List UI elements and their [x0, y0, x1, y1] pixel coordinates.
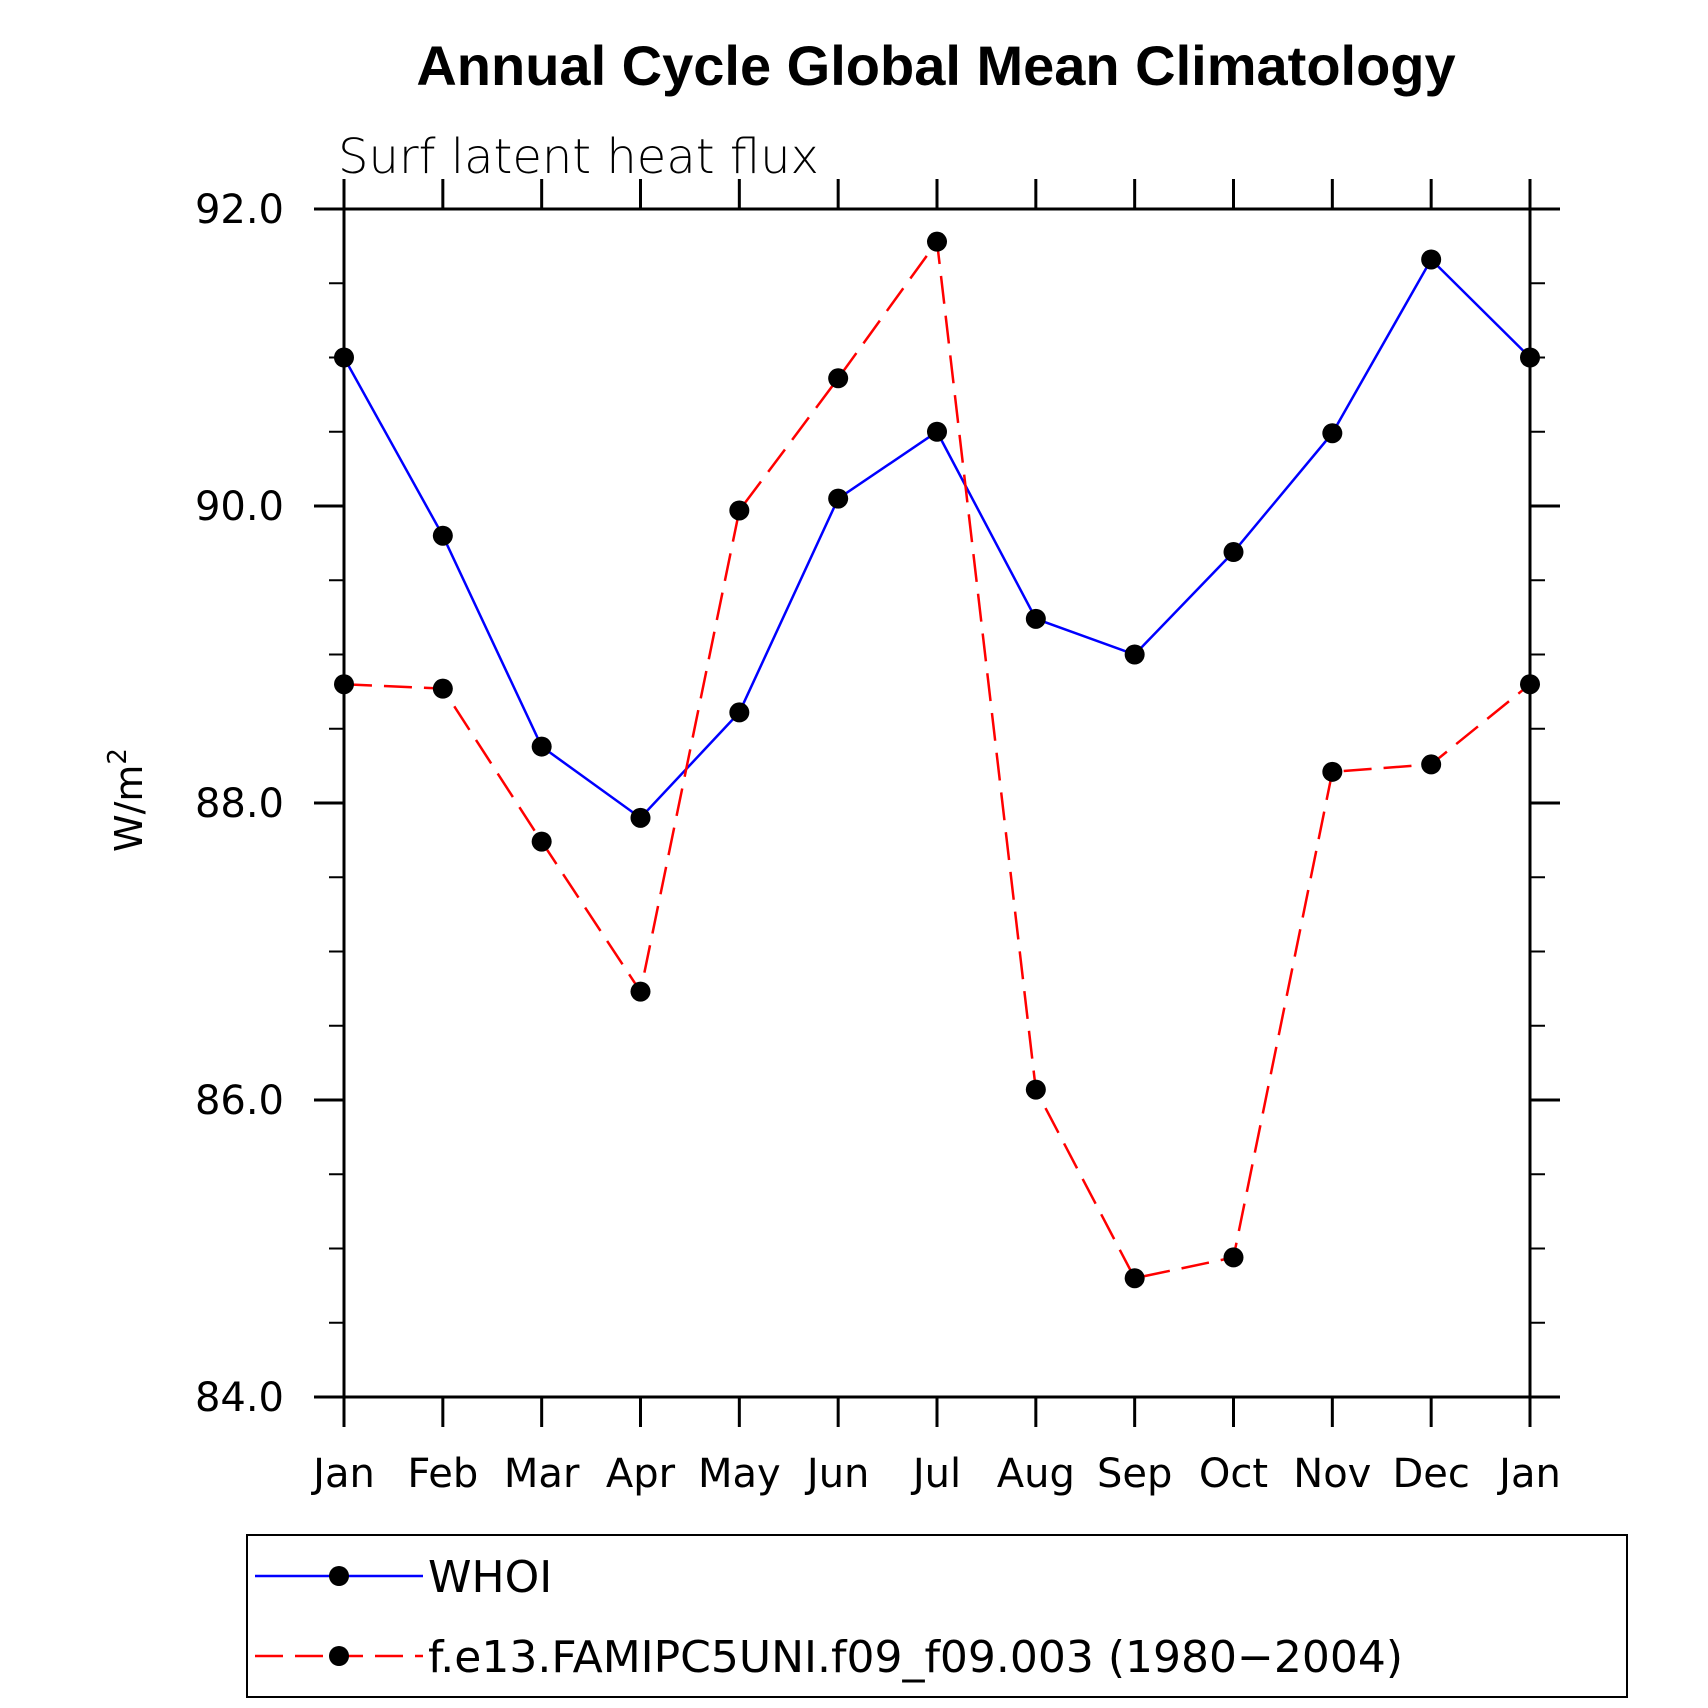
- x-tick-label: Jul: [910, 1451, 961, 1497]
- series-2-point: [334, 674, 354, 695]
- y-tick-label: 84.0: [195, 1375, 284, 1421]
- legend-label-2: f.e13.FAMIPC5UNI.f09_f09.003 (1980−2004): [428, 1632, 1403, 1683]
- series-2-point: [1025, 1079, 1046, 1100]
- series-1-point: [927, 421, 947, 442]
- series-2-point: [432, 678, 453, 699]
- x-tick-label: Jan: [1496, 1451, 1561, 1497]
- series-2-point: [1520, 674, 1540, 695]
- x-tick-label: Jan: [310, 1451, 375, 1497]
- series-2-point: [927, 231, 947, 252]
- series-1-point: [1322, 423, 1343, 444]
- x-tick-label: Oct: [1199, 1451, 1268, 1497]
- y-axis-label-superscript: 2: [103, 748, 133, 765]
- y-tick-label: 90.0: [195, 484, 284, 530]
- series-1-point: [630, 807, 651, 828]
- axes: Jan Feb Mar Apr May Jun Jul Aug Sep Oct Nov Dec Jan 8…: [195, 179, 1561, 1497]
- series-layer: [334, 231, 1540, 1289]
- x-tick-label: Mar: [504, 1451, 580, 1497]
- legend-marker-1: [329, 1566, 349, 1586]
- x-tick-label: Dec: [1392, 1451, 1469, 1497]
- series-2-point: [729, 500, 750, 521]
- x-tick-label: May: [698, 1451, 781, 1497]
- series-1-point: [334, 347, 354, 368]
- series-1-point: [432, 525, 453, 546]
- y-tick-label: 88.0: [195, 781, 284, 827]
- plot-frame: [342, 207, 1532, 1399]
- series-2-point: [1322, 761, 1343, 782]
- series-1-point: [1124, 644, 1145, 665]
- series-1-point: [1421, 249, 1442, 270]
- x-tick-label: Nov: [1293, 1451, 1371, 1497]
- y-axis-label-base: W/m: [107, 765, 151, 852]
- series-2-point: [531, 831, 552, 852]
- series-1-point: [1223, 542, 1244, 563]
- series-1-point: [531, 736, 552, 757]
- x-tick-label: Sep: [1097, 1451, 1172, 1497]
- legend-items: WHOI f.e13.FAMIPC5UNI.f09_f09.003 (1980−2…: [255, 1552, 1403, 1683]
- series-2-point: [630, 981, 651, 1002]
- series-2-point: [1421, 754, 1442, 775]
- legend-box: [246, 1534, 1628, 1698]
- legend: WHOI f.e13.FAMIPC5UNI.f09_f09.003 (1980−2…: [246, 1534, 1628, 1698]
- chart-subtitle: Surf latent heat flux: [338, 129, 819, 185]
- series-2-point: [1124, 1268, 1145, 1289]
- series-1-point: [1520, 347, 1540, 368]
- x-tick-label: Aug: [997, 1451, 1075, 1497]
- series-1-point: [729, 702, 750, 723]
- series-1-point: [828, 488, 849, 509]
- y-tick-label: 86.0: [195, 1078, 284, 1124]
- x-tick-label: Jun: [804, 1451, 870, 1497]
- x-tick-label: Feb: [407, 1451, 478, 1497]
- series-2-point: [828, 368, 849, 389]
- legend-marker-2: [329, 1646, 349, 1666]
- chart-title: Annual Cycle Global Mean Climatology: [416, 34, 1455, 97]
- y-axis-label: W/m2: [103, 748, 151, 852]
- series-line-1: [342, 257, 1531, 820]
- y-tick-label: 92.0: [195, 187, 284, 233]
- series-1-point: [1025, 608, 1046, 629]
- series-2-point: [1223, 1247, 1244, 1268]
- legend-label-1: WHOI: [428, 1552, 552, 1603]
- x-tick-label: Apr: [606, 1451, 676, 1497]
